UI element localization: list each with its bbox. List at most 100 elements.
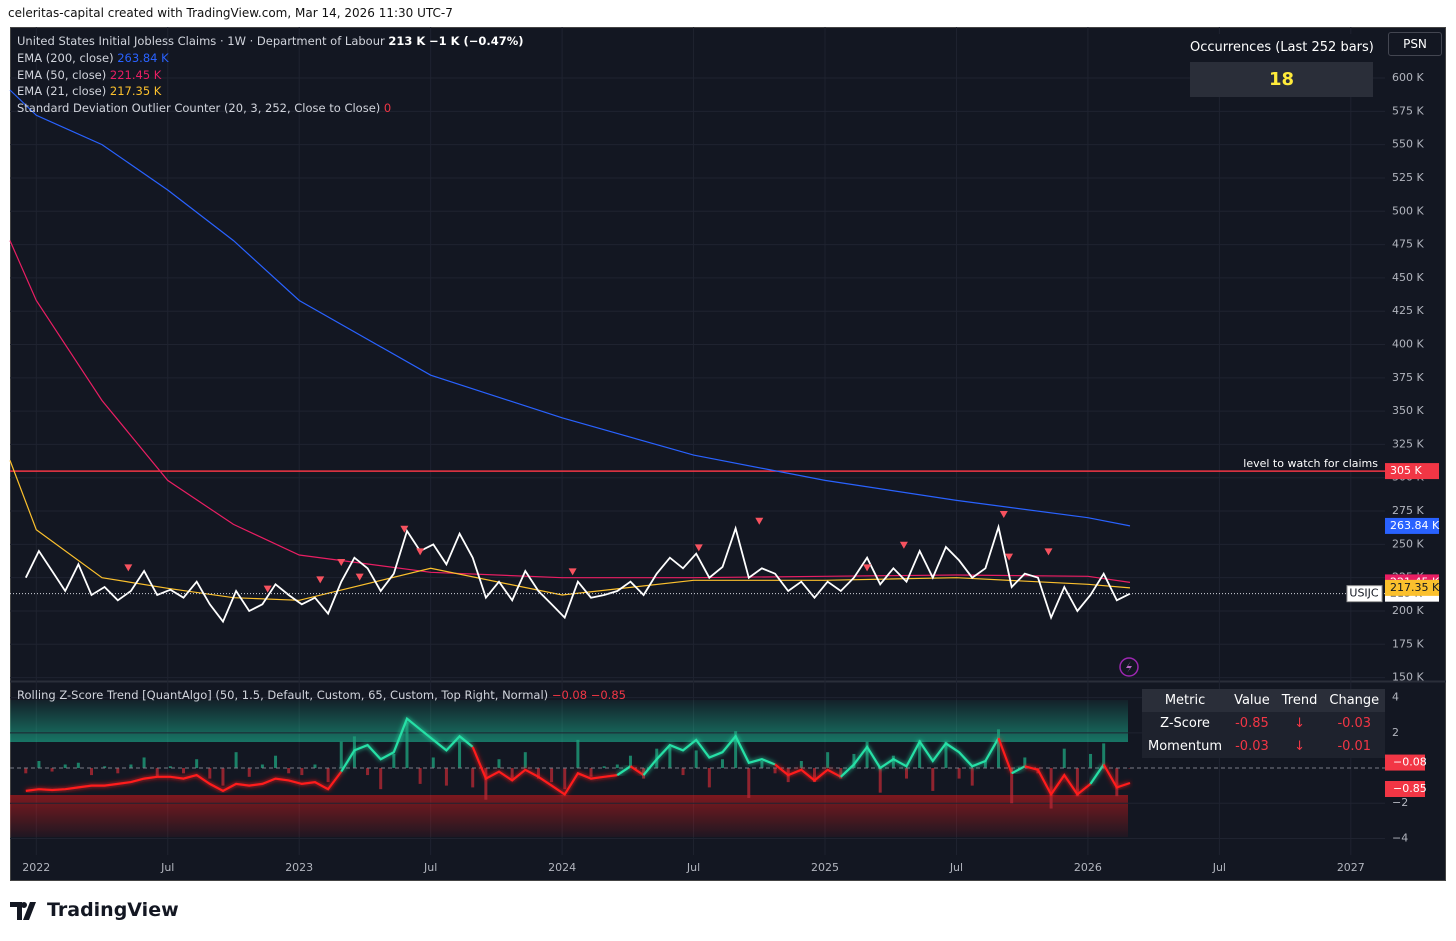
x-tick-label: Jul xyxy=(1212,861,1226,874)
zscore-line xyxy=(997,737,1013,774)
momentum-bar xyxy=(1102,743,1106,769)
legend-ema21: EMA (21, close) 217.35 K xyxy=(17,84,161,98)
x-tick-label: 2023 xyxy=(285,861,313,874)
zscore-line xyxy=(629,765,645,777)
outlier-marker xyxy=(337,559,346,567)
legend-value: 213 K xyxy=(388,34,426,48)
momentum-bar xyxy=(536,768,540,779)
symbol-button[interactable]: PSN xyxy=(1388,32,1442,56)
momentum-bar xyxy=(931,768,935,791)
outlier-marker xyxy=(1044,548,1053,556)
legend-change: −1 K (−0.47%) xyxy=(428,34,524,48)
brand: TradingView xyxy=(47,899,179,921)
momentum-bar xyxy=(747,768,751,798)
outlier-marker xyxy=(124,564,133,572)
outlier-marker xyxy=(899,541,908,549)
momentum-bar xyxy=(24,768,28,774)
momentum-bar xyxy=(799,760,803,769)
y-tick-label: −4 xyxy=(1392,831,1408,844)
level-value: 305 K xyxy=(1390,464,1422,477)
y-tick-label: 4 xyxy=(1392,691,1399,704)
momentum-bar xyxy=(1023,757,1027,769)
legend-label: EMA (200, close) xyxy=(17,51,114,65)
momentum-bar xyxy=(615,764,619,769)
momentum-bar xyxy=(1115,768,1119,797)
zscore-line xyxy=(25,770,343,793)
replay-icon xyxy=(1126,661,1132,673)
table-header: Metric Value Trend Change xyxy=(1142,689,1386,712)
y-tick-label: 350 K xyxy=(1392,404,1424,417)
panel-title: Occurrences (Last 252 bars) xyxy=(1190,34,1374,62)
price-label: 217.35 K xyxy=(1390,581,1440,594)
zscore-line xyxy=(642,734,776,776)
table-row: Z-Score -0.85 ↓ -0.03 xyxy=(1142,712,1385,735)
momentum-bar xyxy=(997,729,1001,769)
momentum-bar xyxy=(918,739,922,769)
momentum-bar xyxy=(563,768,567,790)
legend-value: 217.35 K xyxy=(109,84,162,98)
outlier-marker xyxy=(263,585,272,593)
legend-outlier: Standard Deviation Outlier Counter (20, … xyxy=(17,101,391,115)
outlier-marker xyxy=(568,568,577,576)
x-tick-label: 2024 xyxy=(548,861,576,874)
outlier-marker xyxy=(999,511,1008,519)
value-label: −0.08 xyxy=(1393,756,1427,769)
level-label: level to watch for claims xyxy=(1243,457,1378,470)
legend-value: −0.08 xyxy=(551,688,588,702)
momentum-bar xyxy=(720,759,724,769)
price-box xyxy=(1385,579,1439,596)
momentum-bar xyxy=(826,752,830,769)
momentum-bar xyxy=(392,753,396,769)
series-line xyxy=(24,523,1131,624)
momentum-bar xyxy=(405,722,409,769)
momentum-bar xyxy=(247,768,251,777)
value-label: −0.85 xyxy=(1393,782,1427,795)
price-box xyxy=(1385,517,1439,534)
momentum-bar xyxy=(1010,768,1014,804)
legend-label: Standard Deviation Outlier Counter (20, … xyxy=(17,101,381,115)
table-cell: Value xyxy=(1234,693,1270,708)
symbol-label: USIJC xyxy=(1349,587,1379,600)
table-cell: Z-Score xyxy=(1160,716,1210,731)
momentum-bar xyxy=(891,755,895,769)
x-tick-label: 2025 xyxy=(811,861,839,874)
momentum-bar xyxy=(63,764,67,769)
momentum-bar xyxy=(944,741,948,769)
momentum-bar xyxy=(628,755,632,769)
legend-ema200: EMA (200, close) 263.84 K xyxy=(17,51,169,65)
outlier-marker xyxy=(863,564,872,572)
momentum-bar xyxy=(116,768,120,774)
momentum-bar xyxy=(418,768,422,784)
momentum-bar xyxy=(1128,768,1132,769)
momentum-bar xyxy=(734,731,738,769)
legend-label: EMA (21, close) xyxy=(17,84,107,98)
momentum-bar xyxy=(182,768,186,774)
y-tick-label: 550 K xyxy=(1392,138,1424,151)
y-tick-label: 500 K xyxy=(1392,204,1424,217)
table-cell: Change xyxy=(1329,693,1380,708)
table-cell: Metric xyxy=(1164,693,1206,708)
momentum-bar xyxy=(260,764,264,769)
occurrence-panel: Occurrences (Last 252 bars) 18 xyxy=(1190,34,1374,97)
momentum-bar xyxy=(471,768,475,788)
panel-value: 18 xyxy=(1190,62,1373,97)
replay-icon xyxy=(1119,657,1139,677)
series-line xyxy=(9,89,1131,527)
y-tick-label: 600 K xyxy=(1392,71,1424,84)
x-tick-label: 2027 xyxy=(1337,861,1365,874)
upper-band xyxy=(10,700,1128,742)
momentum-bar xyxy=(431,757,435,769)
legend-label: Rolling Z-Score Trend [QuantAlgo] (50, 1… xyxy=(17,688,549,702)
y-tick-label: 425 K xyxy=(1392,304,1424,317)
momentum-bar xyxy=(103,766,107,769)
zscore-line xyxy=(1024,765,1092,797)
zscore-line xyxy=(1089,763,1105,785)
outlier-marker xyxy=(400,525,409,533)
momentum-bar xyxy=(366,768,370,776)
table-cell: -0.03 xyxy=(1235,739,1269,754)
momentum-bar xyxy=(510,768,514,781)
momentum-bar xyxy=(760,760,764,769)
momentum-bar xyxy=(129,764,133,769)
outlier-marker xyxy=(694,544,703,552)
y-tick-label: 175 K xyxy=(1392,637,1424,650)
